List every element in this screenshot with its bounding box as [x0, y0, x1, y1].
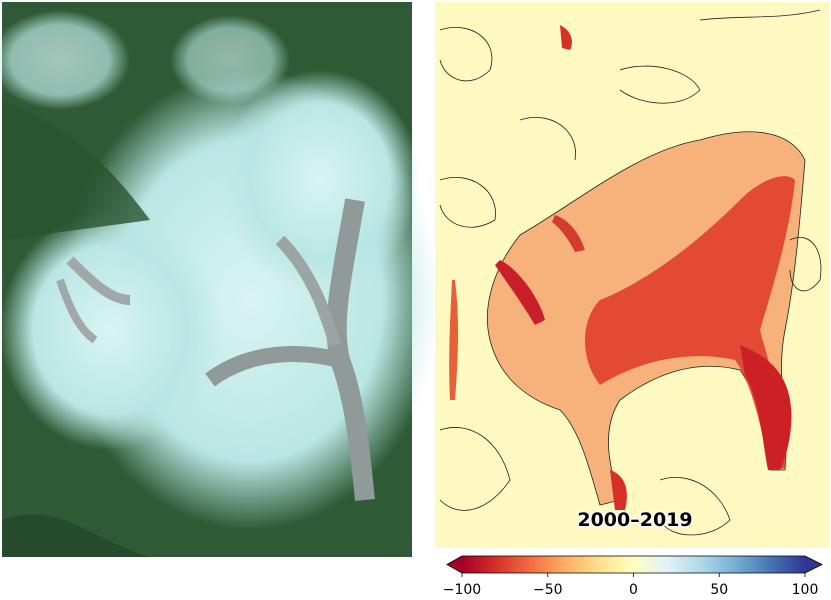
- colorbar-tick-label: −50: [533, 582, 563, 598]
- colorbar-tick-label: 100: [792, 582, 819, 598]
- colorbar-body: [462, 556, 805, 573]
- colorbar: −100 −50 0 50 100: [443, 555, 823, 598]
- elevation-change-map: 2000–2019: [435, 2, 830, 548]
- colorbar-tick-label: 50: [710, 582, 728, 598]
- colorbar-tick-label: −100: [443, 582, 481, 598]
- colorbar-tick-label: 0: [629, 582, 638, 598]
- satellite-image: [0, 2, 440, 557]
- period-label: 2000–2019: [577, 509, 692, 531]
- colorbar-extend-low: [447, 556, 462, 573]
- colorbar-extend-high: [805, 556, 822, 573]
